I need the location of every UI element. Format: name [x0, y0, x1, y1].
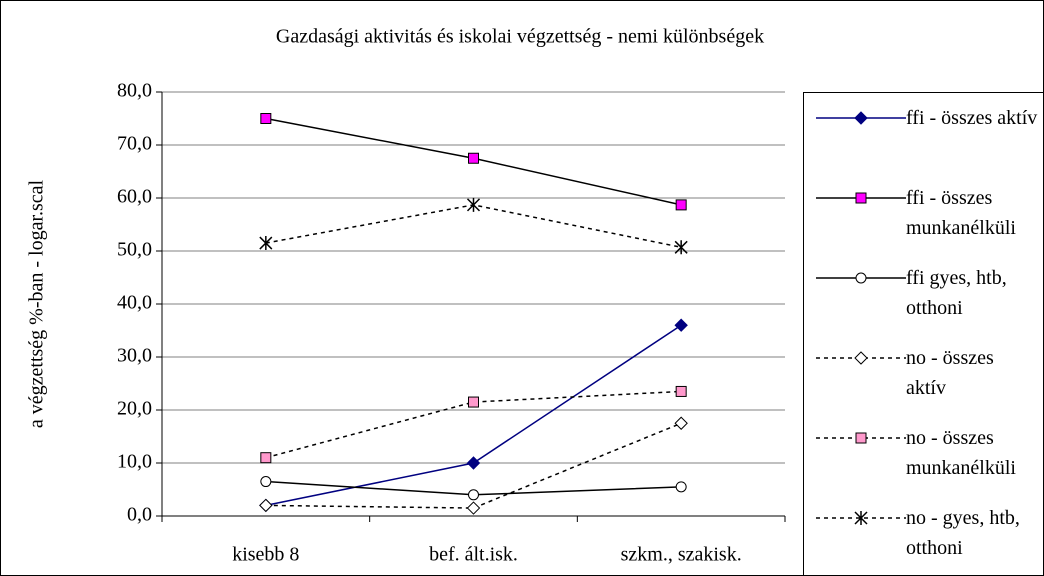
- marker: [466, 501, 481, 515]
- marker: [674, 318, 688, 332]
- marker: [466, 456, 481, 470]
- y-tick-label: 50,0: [117, 239, 152, 261]
- legend-label: ffi - összes munkanélküli: [906, 187, 1016, 239]
- y-axis-label: a végzettség %-ban - logar.scal: [26, 179, 48, 428]
- series-line: [265, 390, 682, 459]
- marker: [854, 511, 868, 525]
- marker: [854, 111, 868, 125]
- marker: [259, 498, 273, 513]
- marker: [466, 197, 481, 212]
- legend-swatch: [816, 111, 906, 125]
- marker: [675, 481, 687, 493]
- marker: [259, 236, 273, 251]
- y-tick-label: 20,0: [117, 398, 152, 420]
- y-tick-label: 30,0: [117, 345, 152, 367]
- legend-label: no - gyes, htb, otthoni: [906, 507, 1020, 559]
- marker: [674, 416, 688, 430]
- marker: [855, 192, 867, 204]
- marker: [854, 351, 868, 365]
- legend-swatch: [816, 192, 906, 204]
- legend-swatch: [816, 272, 906, 284]
- legend-label: ffi - összes aktív: [906, 107, 1038, 129]
- marker: [855, 432, 867, 444]
- legend-label: no - összes munkanélküli: [906, 427, 1016, 479]
- marker: [260, 113, 272, 124]
- legend-label: ffi gyes, htb, otthoni: [906, 267, 1007, 319]
- marker: [674, 240, 688, 255]
- marker: [260, 476, 272, 488]
- x-tick-label: szkm., szakisk.: [621, 544, 742, 566]
- marker: [260, 452, 272, 464]
- y-tick-label: 60,0: [117, 186, 152, 208]
- marker: [468, 489, 479, 501]
- marker: [468, 152, 479, 164]
- legend: ffi - összes aktív ffi - összes munkanélk…: [803, 92, 1044, 576]
- marker: [675, 199, 687, 211]
- x-tick-label: bef. ált.isk.: [429, 544, 518, 566]
- y-tick-label: 80,0: [117, 80, 152, 102]
- x-tick-label: kisebb 8: [232, 544, 299, 566]
- legend-swatch: [816, 351, 906, 365]
- y-tick-label: 40,0: [117, 292, 152, 314]
- y-tick-label: 10,0: [117, 451, 152, 473]
- legend-label: no - összes aktív: [906, 347, 994, 399]
- y-tick-label: 0,0: [127, 504, 152, 526]
- legend-swatch: [816, 511, 906, 525]
- marker: [468, 396, 479, 408]
- y-tick-label: 70,0: [117, 133, 152, 155]
- marker: [855, 272, 867, 284]
- chart-title: Gazdasági aktivitás és iskolai végzettsé…: [276, 26, 764, 48]
- legend-swatch: [816, 432, 906, 444]
- marker: [675, 385, 687, 397]
